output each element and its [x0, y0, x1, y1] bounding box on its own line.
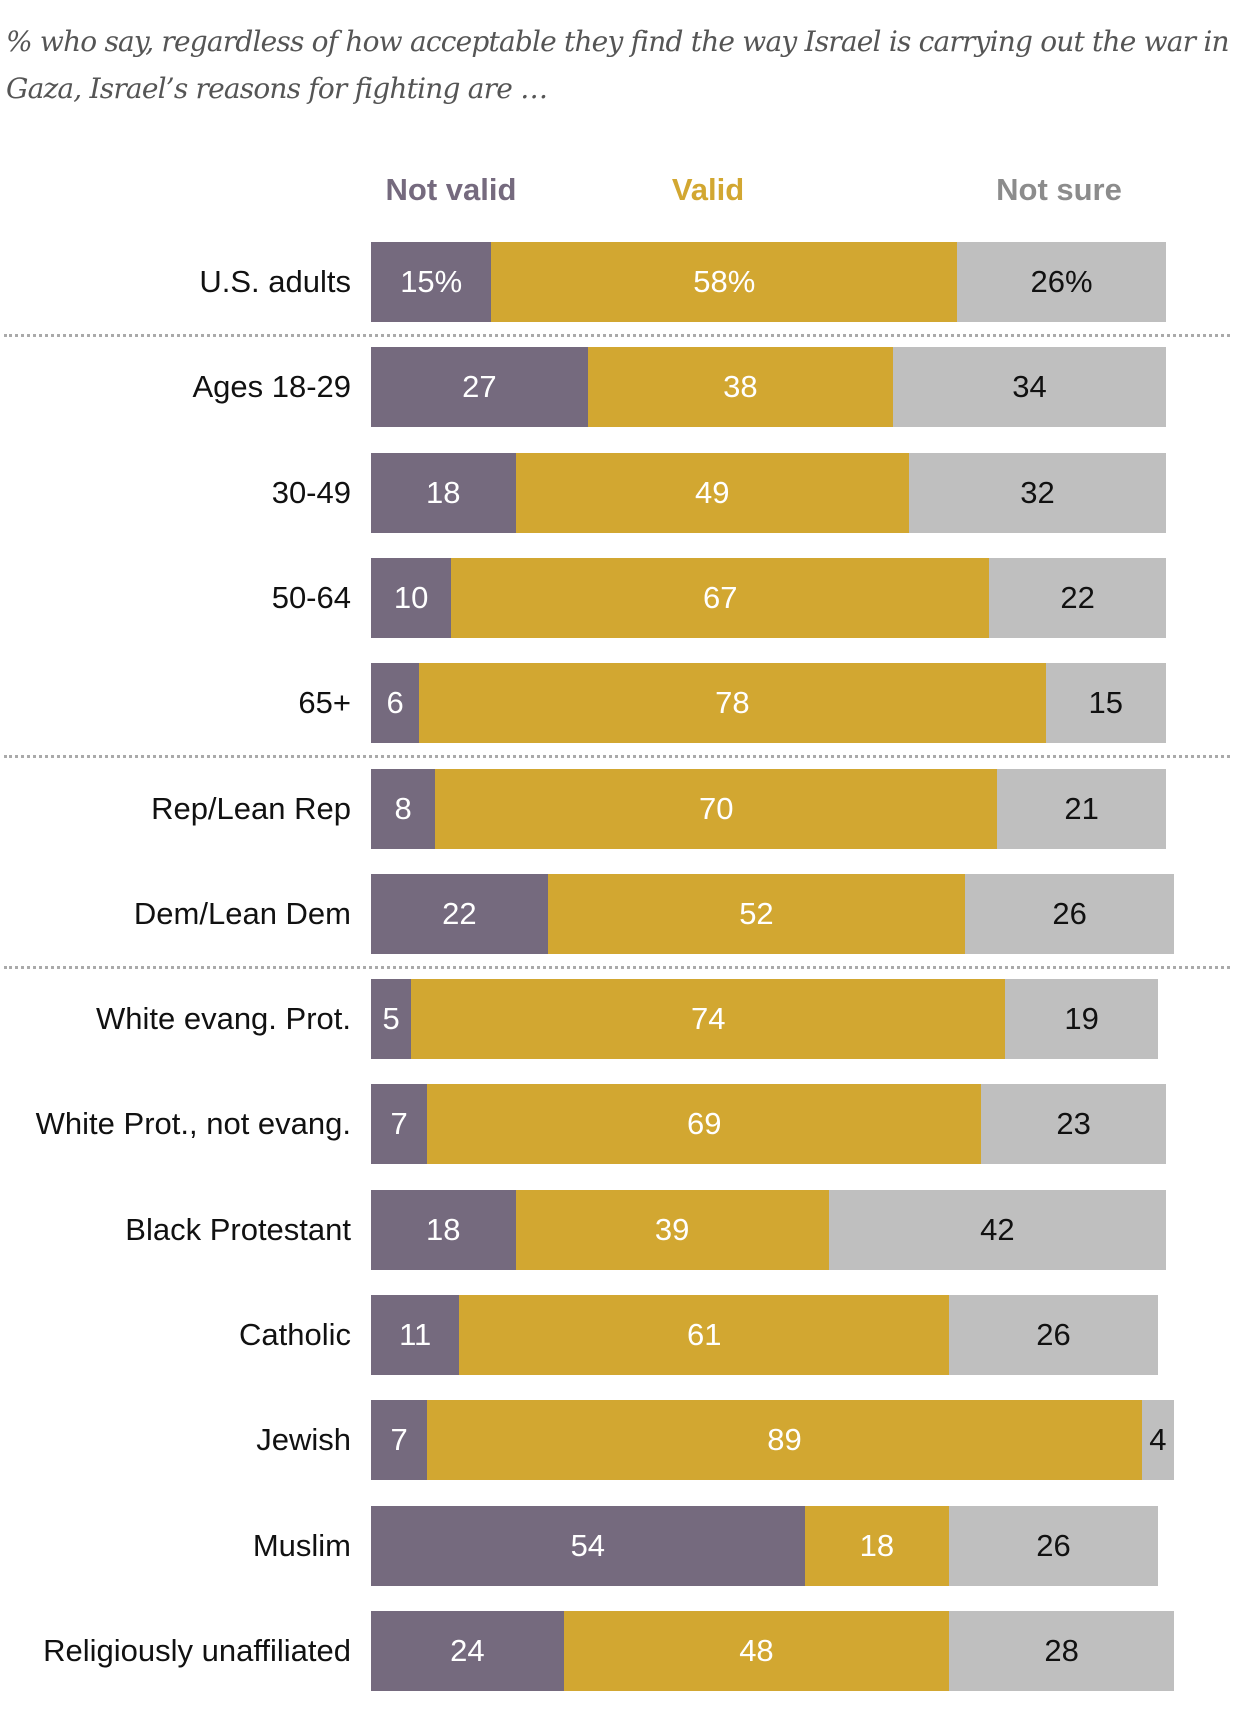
- bar-segment-valid: 39: [515, 1189, 829, 1270]
- bar-segment-not-valid: 8: [371, 768, 436, 849]
- bar-segment-valid: 48: [563, 1610, 950, 1691]
- bar-segment-not-valid: 18: [371, 452, 516, 533]
- bar-segment-valid: 89: [427, 1400, 1142, 1481]
- bar-segment-not-valid: 15%: [371, 242, 492, 322]
- bar-segment-not-sure: 28: [949, 1610, 1174, 1691]
- group-separator: [4, 755, 1230, 759]
- bar-segment-not-sure: 42: [828, 1189, 1166, 1270]
- bar-segment-not-sure: 26%: [957, 242, 1166, 322]
- bar-segment-not-sure: 15: [1045, 663, 1166, 744]
- bar-segment-valid: 70: [435, 768, 998, 849]
- bar-segment-not-sure: 21: [997, 768, 1166, 849]
- category-label: 65+: [298, 685, 351, 721]
- bar-segment-valid: 69: [427, 1084, 982, 1165]
- bar-segment-not-sure: 26: [965, 873, 1174, 954]
- bar-segment-not-valid: 22: [371, 873, 548, 954]
- bar-segment-not-valid: 11: [371, 1295, 460, 1375]
- bar-segment-not-valid: 24: [371, 1610, 564, 1691]
- category-label: Rep/Lean Rep: [151, 790, 351, 826]
- category-label: 50-64: [271, 579, 351, 615]
- category-label: Muslim: [252, 1527, 351, 1563]
- category-label: White evang. Prot.: [95, 1001, 351, 1037]
- bar-segment-valid: 74: [411, 979, 1006, 1060]
- chart-title: % who say, regardless of how acceptable …: [6, 25, 1230, 105]
- legend-valid: Valid: [671, 172, 745, 207]
- category-label: Ages 18-29: [192, 369, 351, 405]
- bar-segment-not-valid: 10: [371, 557, 452, 638]
- category-label: White Prot., not evang.: [35, 1106, 351, 1142]
- bar-segment-not-valid: 6: [371, 663, 420, 744]
- category-label: Religiously unaffiliated: [43, 1632, 351, 1668]
- bar-segment-valid: 18: [804, 1505, 950, 1586]
- bar-segment-valid: 58%: [491, 242, 958, 322]
- bar-segment-valid: 67: [451, 557, 990, 638]
- bar-segment-not-valid: 27: [371, 347, 588, 428]
- category-label: Jewish: [256, 1422, 351, 1458]
- bar-segment-not-sure: 22: [989, 557, 1166, 638]
- group-separator: [4, 334, 1230, 337]
- bar-segment-not-valid: 54: [371, 1505, 805, 1586]
- bar-segment-valid: 49: [515, 452, 909, 533]
- category-label: U.S. adults: [199, 264, 351, 299]
- bar-segment-not-sure: 34: [892, 347, 1166, 428]
- legend-not-sure: Not sure: [996, 172, 1122, 207]
- category-label: Dem/Lean Dem: [133, 895, 351, 931]
- bar-segment-not-sure: 19: [1005, 979, 1158, 1060]
- bar-segment-not-valid: 7: [371, 1400, 428, 1481]
- bar-segment-not-sure: 23: [981, 1084, 1166, 1165]
- bar-segment-not-valid: 18: [371, 1189, 516, 1270]
- bar-segment-not-valid: 5: [371, 979, 412, 1060]
- bar-segment-valid: 38: [587, 347, 893, 428]
- bar-segment-valid: 78: [419, 663, 1046, 744]
- bar-segment-not-sure: 32: [909, 452, 1166, 533]
- bar-segment-not-valid: 7: [371, 1084, 428, 1165]
- bar-segment-not-sure: 4: [1141, 1400, 1174, 1481]
- bar-segment-valid: 61: [459, 1295, 950, 1375]
- category-label: 30-49: [271, 474, 351, 510]
- bar-segment-valid: 52: [547, 873, 966, 954]
- bar-segment-not-sure: 26: [949, 1505, 1158, 1586]
- bar-segment-not-sure: 26: [949, 1295, 1158, 1375]
- legend-not-valid: Not valid: [385, 172, 517, 207]
- category-label: Catholic: [239, 1317, 351, 1352]
- category-label: Black Protestant: [125, 1211, 351, 1247]
- group-separator: [4, 965, 1230, 969]
